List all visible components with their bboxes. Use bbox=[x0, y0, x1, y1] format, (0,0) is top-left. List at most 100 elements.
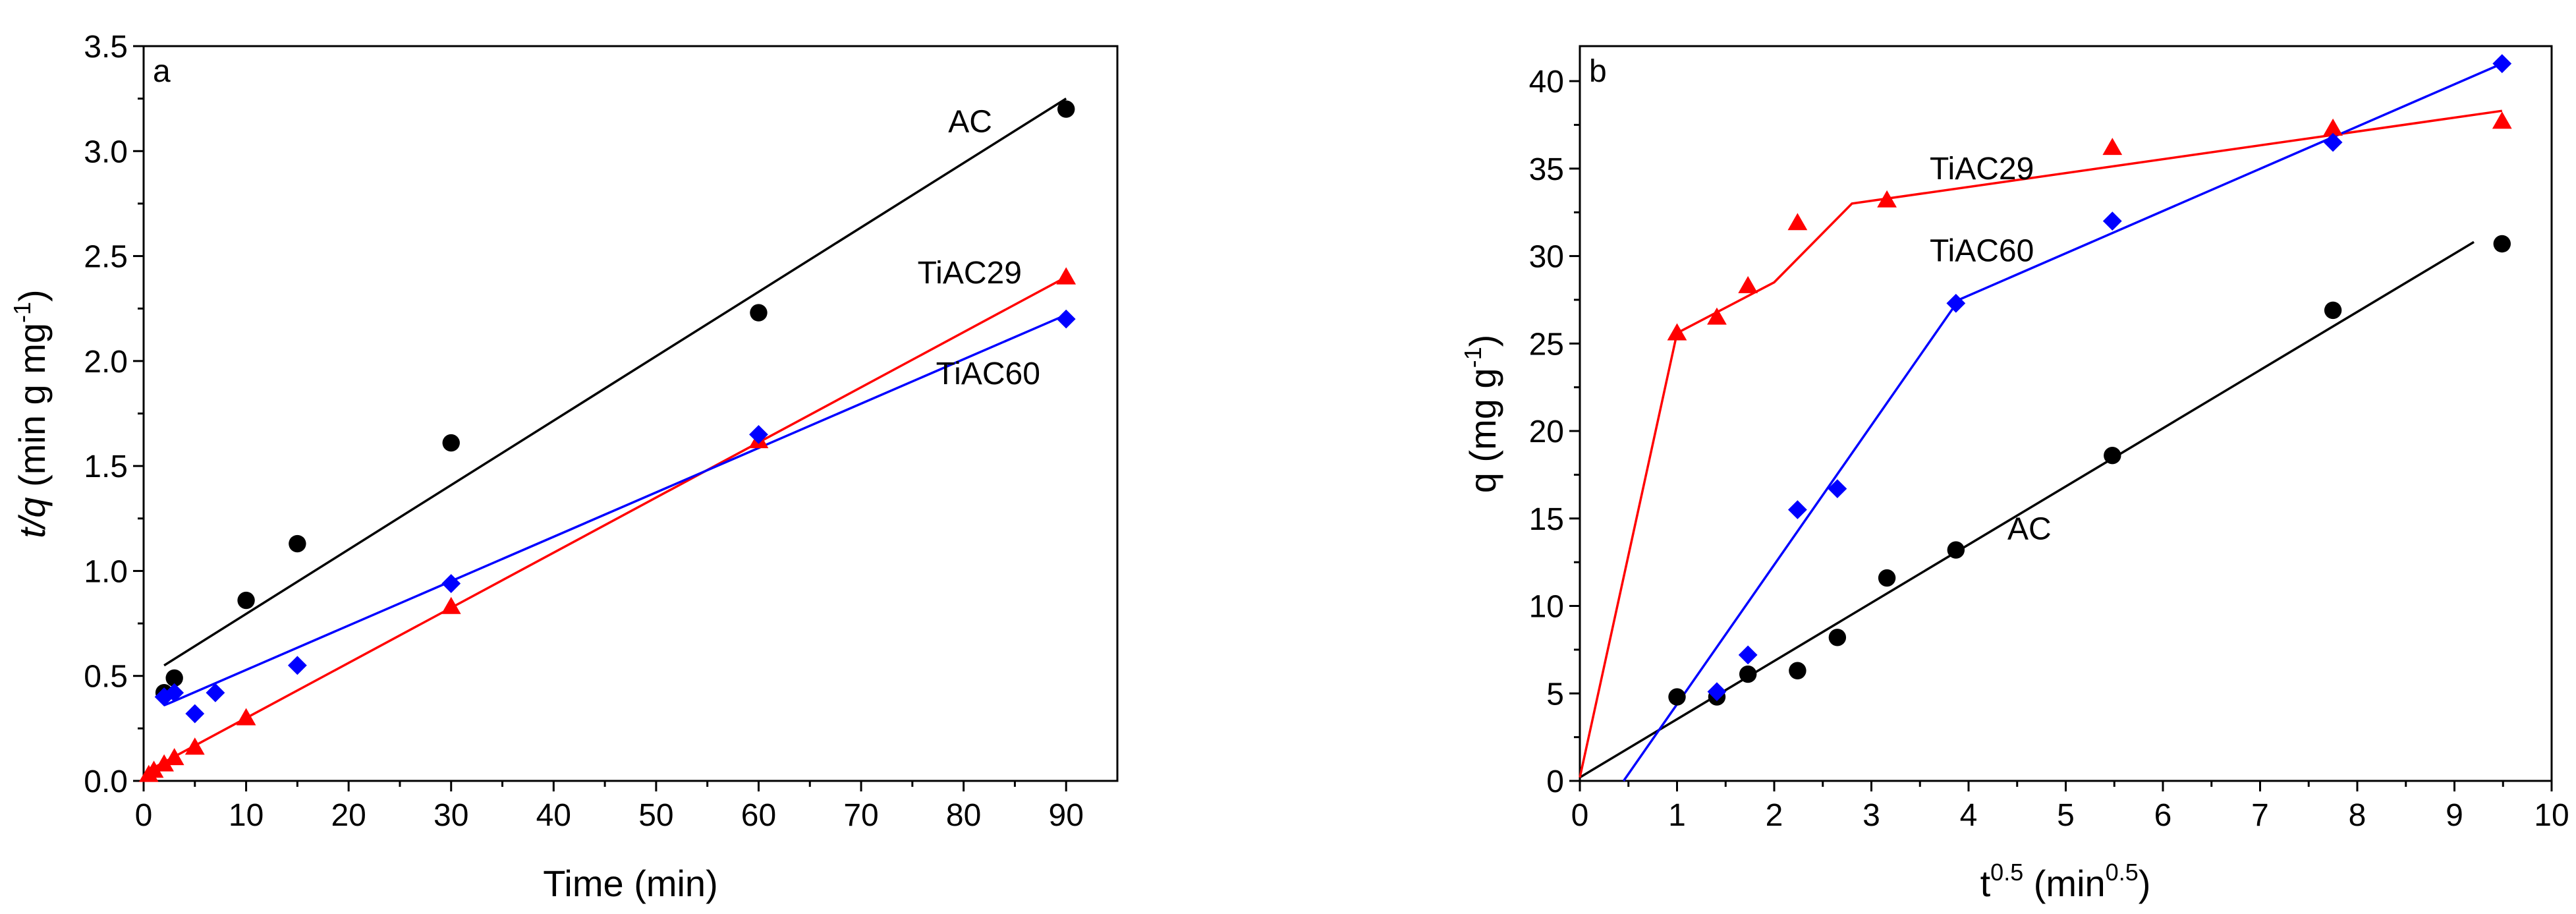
panel-b-series-labels: AC TiAC29 TiAC60 bbox=[1930, 152, 2052, 547]
panel-b-fit-lines bbox=[1579, 62, 2503, 782]
panel-b-xtick-label-9: 9 bbox=[2446, 798, 2463, 833]
panel-a-y-axis-var: t/q bbox=[11, 497, 53, 538]
panel-b-tiac29-point-5 bbox=[2102, 138, 2123, 156]
panel-b-xtick-label-8: 8 bbox=[2349, 798, 2366, 833]
panel-b-ac-point-5 bbox=[1878, 569, 1896, 587]
panel-b-tiac60-point-1 bbox=[1738, 645, 1758, 665]
panel-a-ytick-label-7: 3.5 bbox=[84, 30, 128, 65]
panel-a-xtick-label-2: 20 bbox=[331, 798, 366, 833]
panel-a-ac-fit-line bbox=[163, 98, 1067, 667]
panel-b-xtick-label-0: 0 bbox=[1571, 798, 1589, 833]
panel-a-ac-point-3 bbox=[289, 534, 306, 553]
panel-b-ac-point-3 bbox=[1789, 662, 1806, 679]
panel-a-tiac29-point-3 bbox=[164, 748, 184, 766]
panel-a-tiac29-point-8 bbox=[1056, 267, 1077, 285]
panel-a-xtick-label-0: 0 bbox=[135, 798, 153, 833]
panel-b-xtick-label-7: 7 bbox=[2251, 798, 2269, 833]
panel-b-points bbox=[1667, 54, 2512, 706]
panel-b-ytick-label-8: 40 bbox=[1529, 65, 1564, 100]
panel-b-x-axis-unit-exp: 0.5 bbox=[2106, 859, 2139, 886]
panel-a-tiac60-point-2 bbox=[185, 704, 205, 724]
panel-b-x-axis-exp: 0.5 bbox=[1990, 859, 2023, 886]
panel-a-y-axis-sup: -1 bbox=[9, 302, 36, 323]
panel-b-tiac29-point-1 bbox=[1707, 307, 1727, 325]
panel-b-ac-point-4 bbox=[1828, 629, 1847, 646]
panel-a-tiac60-fit-line bbox=[163, 314, 1067, 706]
panel-b-tiac29-point-2 bbox=[1738, 275, 1758, 293]
panel-b-ytick-label-1: 5 bbox=[1546, 677, 1564, 712]
panel-a-tiac29-point-6 bbox=[441, 596, 461, 614]
panel-b-ticks: 0 1 2 3 4 5 6 7 8 9 10 0 5 10 15 20 25 30 35 40 bbox=[1529, 65, 2569, 833]
panel-a-points bbox=[138, 100, 1077, 782]
panel-b-tiac29-point-0 bbox=[1667, 323, 1687, 341]
panel-b-tiac29-label: TiAC29 bbox=[1930, 152, 2034, 186]
panel-a-xtick-label-6: 60 bbox=[741, 798, 776, 833]
panel-b-xtick-label-4: 4 bbox=[1960, 798, 1978, 833]
panel-b-tiac29-point-7 bbox=[2492, 111, 2512, 129]
panel-b-ac-label: AC bbox=[2007, 512, 2052, 547]
panel-b-ac-point-8 bbox=[2324, 301, 2342, 320]
panel-a-y-axis-unit: (min g mg bbox=[11, 323, 53, 498]
panel-a-tiac60-point-5 bbox=[441, 574, 461, 593]
panel-b-xtick-label-10: 10 bbox=[2534, 798, 2569, 833]
panel-a-tiac60-point-4 bbox=[287, 656, 307, 675]
panel-a-tiac60-label: TiAC60 bbox=[936, 357, 1040, 391]
panel-a-xtick-label-9: 90 bbox=[1049, 798, 1084, 833]
panel-b-tiac60-point-6 bbox=[2323, 132, 2343, 152]
panel-b-tiac60-point-4 bbox=[1946, 293, 1966, 313]
panel-a-ytick-label-3: 1.5 bbox=[84, 449, 128, 484]
panel-a-xtick-label-7: 70 bbox=[843, 798, 878, 833]
panel-a-ticks: 0 10 20 30 40 50 60 70 80 90 0.0 0.5 1.0 1.5 2.0 2.5 3.0… bbox=[84, 30, 1084, 833]
panel-a-ytick-label-2: 1.0 bbox=[84, 554, 128, 589]
panel-a-ac-point-2 bbox=[237, 591, 255, 610]
panel-b-tiac60-point-5 bbox=[2102, 212, 2122, 231]
panel-a-tiac29-point-4 bbox=[184, 737, 205, 755]
panel-b-x-axis-close: ) bbox=[2139, 863, 2151, 904]
panel-a-ytick-label-4: 2.0 bbox=[84, 345, 128, 380]
panel-b-ac-point-7 bbox=[2104, 447, 2121, 465]
panel-b-ac-point-2 bbox=[1739, 665, 1757, 683]
panel-b-tiac60-label: TiAC60 bbox=[1930, 234, 2034, 269]
panel-a-y-axis-close: ) bbox=[11, 289, 53, 302]
panel-a-tiac60-point-0 bbox=[154, 687, 174, 706]
panel-b-ytick-label-5: 25 bbox=[1529, 327, 1564, 362]
panel-b-tiac60-point-2 bbox=[1788, 500, 1807, 519]
panel-a-tiac60-point-6 bbox=[749, 424, 768, 444]
panel-a-ac-point-5 bbox=[750, 304, 768, 322]
panel-b-ytick-label-4: 20 bbox=[1529, 414, 1564, 449]
panel-a-frame bbox=[142, 45, 1119, 782]
panel-a-xtick-label-1: 10 bbox=[229, 798, 264, 833]
panel-a-y-axis-title: t/q (min g mg-1) bbox=[9, 289, 53, 538]
panel-b-frame bbox=[1579, 45, 2553, 782]
panel-a-xtick-label-4: 40 bbox=[536, 798, 571, 833]
panel-a-xtick-label-8: 80 bbox=[946, 798, 981, 833]
panel-a-chart: a Time (min) t/q (min g mg-1) 0 10 20 30 40 5… bbox=[9, 30, 1119, 904]
panel-b-y-axis-var: q (mg g bbox=[1462, 368, 1503, 493]
panel-b-ac-point-6 bbox=[1947, 541, 1965, 559]
panel-b-ac-point-9 bbox=[2493, 235, 2511, 253]
panel-a-tiac60-point-3 bbox=[206, 683, 225, 702]
panel-b-ytick-label-2: 10 bbox=[1529, 590, 1564, 625]
panel-b-y-axis-close: ) bbox=[1462, 335, 1503, 347]
panel-a-ac-label: AC bbox=[948, 105, 992, 140]
panel-a-ac-point-1 bbox=[165, 669, 183, 687]
panel-b-chart: b t0.5 (min0.5) q (mg g-1) 0 1 2 3 4 5 6 7 8 9 100… bbox=[1459, 45, 2569, 904]
panel-b-ac-fit-line bbox=[1579, 241, 2475, 779]
panel-b-tiac60-point-0 bbox=[1707, 682, 1727, 702]
panel-a-series-labels: AC TiAC29 TiAC60 bbox=[918, 105, 1040, 391]
panel-b-ytick-label-0: 0 bbox=[1546, 764, 1564, 799]
panel-b-x-axis-unit: (min bbox=[2023, 863, 2105, 904]
panel-b-ytick-label-3: 15 bbox=[1529, 502, 1564, 537]
panel-a-xtick-label-5: 50 bbox=[638, 798, 673, 833]
panel-a-ac-point-6 bbox=[1057, 100, 1075, 118]
panel-b-ytick-label-7: 35 bbox=[1529, 152, 1564, 187]
panel-b-xtick-label-5: 5 bbox=[2057, 798, 2075, 833]
panel-a-ytick-label-5: 2.5 bbox=[84, 240, 128, 275]
panel-a-tiac29-point-5 bbox=[236, 708, 256, 726]
panel-a-tiac29-point-1 bbox=[144, 760, 164, 778]
panel-b-ytick-label-6: 30 bbox=[1529, 240, 1564, 275]
panel-b-xtick-label-6: 6 bbox=[2154, 798, 2172, 833]
panel-a-ytick-label-0: 0.0 bbox=[84, 764, 128, 799]
panel-a-fit-lines bbox=[148, 98, 1067, 772]
